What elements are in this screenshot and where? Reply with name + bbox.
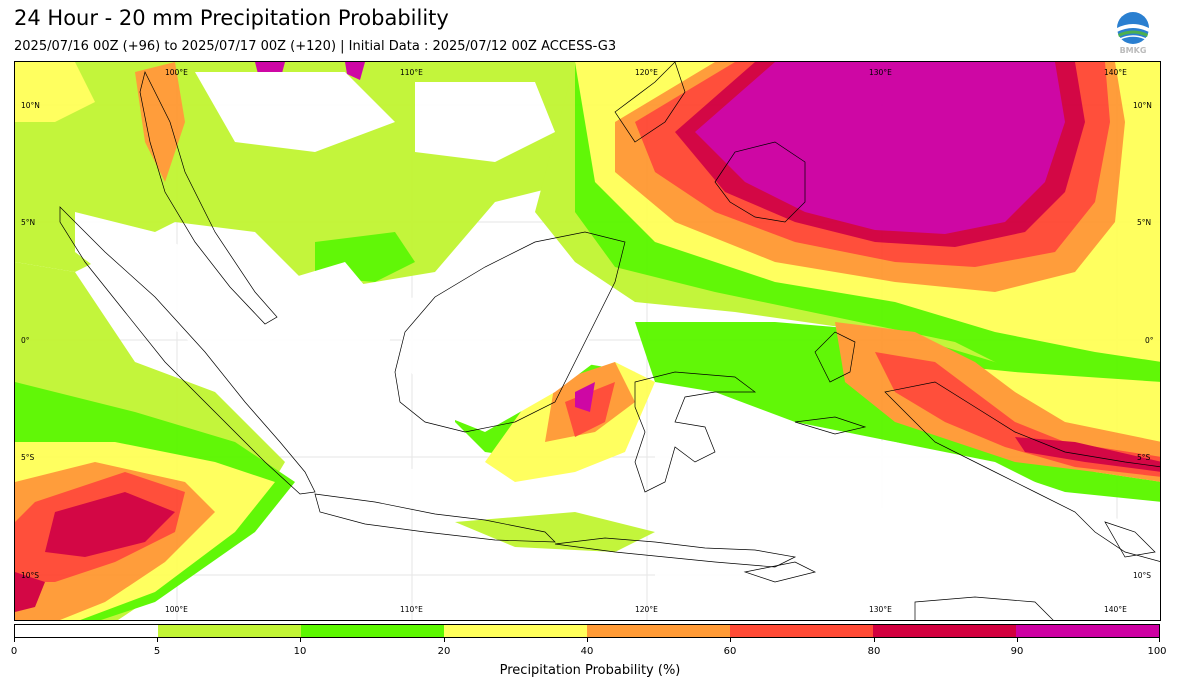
colorbar-tick-label: 20: [437, 646, 451, 657]
colorbar-tick: [730, 638, 731, 642]
map-subtitle: 2025/07/16 00Z (+96) to 2025/07/17 00Z (…: [14, 39, 617, 54]
colorbar-segment: [158, 625, 301, 637]
lat-label-left-5s: 5°S: [21, 453, 35, 462]
colorbar-tick: [1159, 638, 1160, 642]
colorbar: [14, 624, 1160, 638]
map-title: 24 Hour - 20 mm Precipitation Probabilit…: [14, 6, 449, 30]
colorbar-tick: [874, 638, 875, 642]
lat-label-right-10s: 10°S: [1133, 571, 1152, 580]
lon-label-bottom-130: 130°E: [869, 605, 892, 614]
colorbar-tick: [444, 638, 445, 642]
probability-map: 100°E 110°E 120°E 130°E 140°E 100°E 110°…: [14, 61, 1161, 621]
colorbar-tick: [157, 638, 158, 642]
lat-label-left-10n: 10°N: [21, 101, 40, 110]
colorbar-tick: [14, 638, 15, 642]
lat-label-right-0: 0°: [1145, 336, 1154, 345]
colorbar-label: Precipitation Probability (%): [499, 663, 681, 678]
lon-label-bottom-120: 120°E: [635, 605, 658, 614]
lat-label-left-0: 0°: [21, 336, 30, 345]
lon-label-top-110: 110°E: [400, 68, 423, 77]
lat-label-left-10s: 10°S: [21, 571, 40, 580]
svg-text:BMKG: BMKG: [1120, 46, 1147, 55]
colorbar-tick-label: 80: [867, 646, 881, 657]
colorbar-tick-label: 10: [293, 646, 307, 657]
coastlines: [59, 62, 1160, 620]
lon-label-bottom-140: 140°E: [1104, 605, 1127, 614]
colorbar-tick-label: 0: [10, 646, 18, 657]
lat-label-right-10n: 10°N: [1133, 101, 1152, 110]
colorbar-segment: [730, 625, 873, 637]
colorbar-segment: [301, 625, 444, 637]
colorbar-tick: [1017, 638, 1018, 642]
bmkg-globe-logo-icon: BMKG: [1114, 10, 1152, 56]
lat-label-right-5n: 5°N: [1137, 218, 1152, 227]
probability-fill: [15, 62, 1160, 620]
lon-label-top-130: 130°E: [869, 68, 892, 77]
colorbar-tick-label: 5: [153, 646, 161, 657]
colorbar-segment: [444, 625, 587, 637]
lon-label-bottom-110: 110°E: [400, 605, 423, 614]
colorbar-tick-label: 100: [1147, 646, 1167, 657]
colorbar-tick-label: 40: [580, 646, 594, 657]
colorbar-tick-label: 60: [723, 646, 737, 657]
lon-label-top-100: 100°E: [165, 68, 188, 77]
colorbar-segment: [1016, 625, 1159, 637]
colorbar-segment: [587, 625, 730, 637]
colorbar-tick: [300, 638, 301, 642]
colorbar-tick: [587, 638, 588, 642]
lat-label-right-5s: 5°S: [1137, 453, 1151, 462]
lat-label-left-5n: 5°N: [21, 218, 36, 227]
colorbar-segment: [15, 625, 158, 637]
lon-label-bottom-100: 100°E: [165, 605, 188, 614]
lon-label-top-120: 120°E: [635, 68, 658, 77]
lon-label-top-140: 140°E: [1104, 68, 1127, 77]
colorbar-tick-label: 90: [1010, 646, 1024, 657]
colorbar-segment: [873, 625, 1016, 637]
